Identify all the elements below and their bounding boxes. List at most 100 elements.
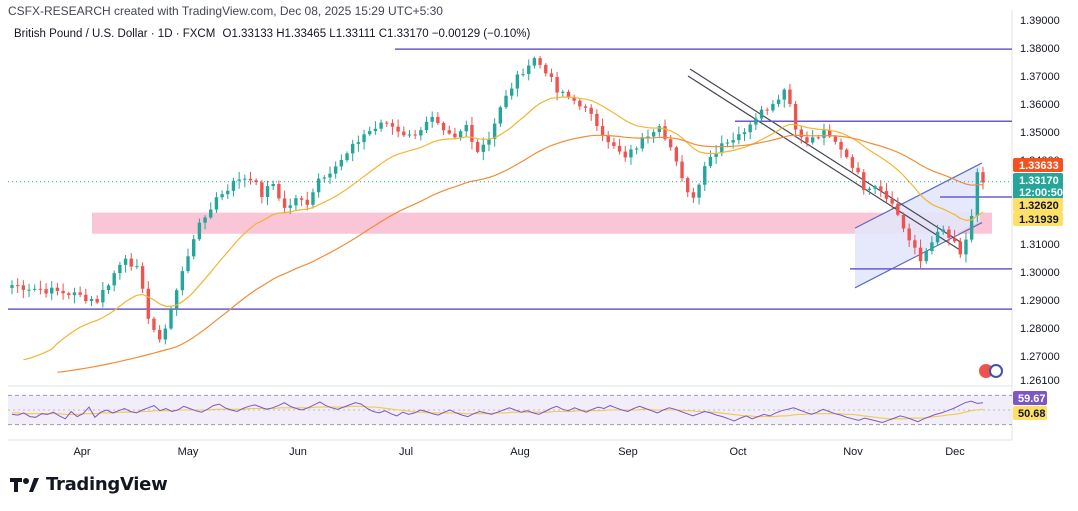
y-tick-label: 1.31000 xyxy=(1020,239,1060,251)
flag-circle-inner xyxy=(991,366,1001,376)
candle-body xyxy=(850,157,855,168)
candle-body xyxy=(737,134,741,141)
candle-body xyxy=(174,290,179,310)
candle-body xyxy=(515,74,520,89)
y-tick-label: 1.39000 xyxy=(1020,15,1060,27)
candle-body xyxy=(413,134,417,136)
candle-body xyxy=(674,147,679,162)
candle-body xyxy=(299,198,304,200)
candle-body xyxy=(527,65,531,75)
candle-body xyxy=(958,241,962,255)
x-tick-label: Dec xyxy=(945,446,965,458)
candle-body xyxy=(498,107,503,124)
rsi-tag-rsi: 59.67 xyxy=(1013,391,1047,405)
candle-body xyxy=(532,58,537,66)
candle-body xyxy=(782,89,786,100)
tradingview-brand: TradingView xyxy=(10,474,168,495)
candle-body xyxy=(311,192,315,205)
flag-circle-left xyxy=(979,364,993,378)
x-tick-label: Nov xyxy=(843,446,863,458)
candle-body xyxy=(487,138,491,145)
price-tag-bg xyxy=(1013,212,1063,226)
price-tag-bg xyxy=(1013,158,1063,172)
candle-body xyxy=(277,183,281,199)
brand-name: TradingView xyxy=(46,474,168,495)
candle-body xyxy=(657,126,662,133)
candle-body xyxy=(481,144,486,152)
candle-body xyxy=(231,180,236,191)
candle-body xyxy=(322,177,327,179)
candle-body xyxy=(566,91,571,97)
candle-body xyxy=(169,309,173,329)
candle-body xyxy=(424,121,429,131)
candle-body xyxy=(759,109,764,119)
candle-body xyxy=(776,99,781,105)
candle-body xyxy=(589,107,593,114)
descending-trendline-lower xyxy=(687,75,961,251)
ema-slow-line xyxy=(57,134,984,373)
candles xyxy=(10,55,985,345)
candle-body xyxy=(152,318,156,330)
candle-body xyxy=(67,293,71,296)
price-tag-ema-slow: 1.33633 xyxy=(1013,158,1063,172)
rising-channel-lower xyxy=(854,222,983,289)
ohlc-values: O1.33133 H1.33465 L1.33111 C1.33170 −0.0… xyxy=(222,28,531,40)
candle-body xyxy=(561,91,565,93)
candle-body xyxy=(237,179,241,181)
price-tag-bg xyxy=(1013,173,1063,187)
candle-body xyxy=(612,142,616,146)
x-tick-label: Jul xyxy=(399,446,413,458)
tradingview-logo-icon xyxy=(10,477,39,492)
candle-body xyxy=(833,136,838,142)
candle-body xyxy=(521,74,525,76)
price-tag-last: 1.33170 xyxy=(1013,173,1063,187)
candle-body xyxy=(805,137,809,143)
candle-body xyxy=(458,131,463,138)
candle-body xyxy=(924,250,928,262)
candle-body xyxy=(595,113,599,127)
candle-body xyxy=(373,128,378,132)
candle-body xyxy=(271,183,275,187)
candle-body xyxy=(583,106,588,108)
candle-body xyxy=(203,217,207,223)
candle-body xyxy=(788,89,792,104)
candle-body xyxy=(935,231,940,243)
candle-body xyxy=(651,132,656,137)
rising-channel-upper xyxy=(854,162,983,229)
symbol-legend: British Pound / U.S. Dollar · 1D · FXCM … xyxy=(14,28,530,40)
candle-body xyxy=(634,148,639,150)
candle-body xyxy=(969,215,974,240)
candle-body xyxy=(447,130,451,134)
candle-body xyxy=(941,229,945,232)
candle-body xyxy=(214,197,219,210)
candle-body xyxy=(385,122,389,124)
candle-body xyxy=(555,76,559,93)
candle-body xyxy=(282,198,287,208)
candle-body xyxy=(572,96,576,101)
x-tick-label: Oct xyxy=(729,446,746,458)
candle-body xyxy=(725,142,730,144)
candle-body xyxy=(379,122,383,129)
candle-body xyxy=(55,287,60,291)
candle-body xyxy=(646,136,650,138)
candle-body xyxy=(742,132,747,135)
candle-body xyxy=(356,142,361,144)
candle-body xyxy=(839,141,843,150)
candle-body xyxy=(436,116,440,123)
rsi-tag-rsi-ma: 50.68 xyxy=(1013,406,1047,420)
candle-body xyxy=(464,125,468,132)
candle-body xyxy=(668,139,673,148)
candle-body xyxy=(129,258,133,267)
candle-body xyxy=(799,129,803,138)
descending-trendline-upper xyxy=(689,68,963,244)
y-tick-label: 1.35000 xyxy=(1020,127,1060,139)
candle-body xyxy=(901,214,906,229)
candle-body xyxy=(691,192,696,198)
price-tag-label: 1.32620 xyxy=(1019,200,1059,212)
candle-body xyxy=(981,172,985,183)
candle-body xyxy=(118,264,122,274)
candle-body xyxy=(10,285,14,288)
x-tick-label: Aug xyxy=(510,446,530,458)
candle-body xyxy=(816,137,821,139)
